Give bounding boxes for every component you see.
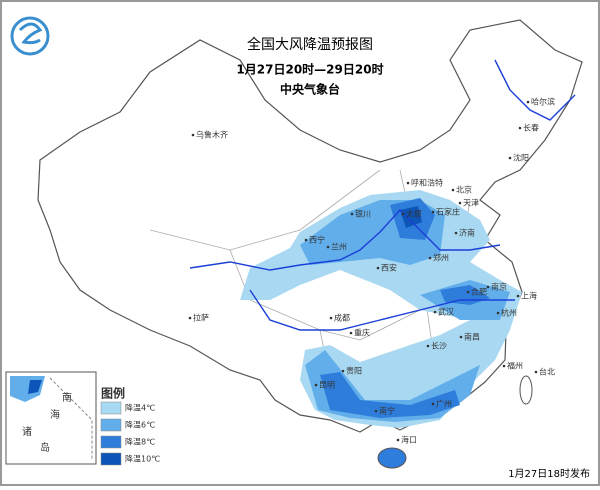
city-dot — [534, 370, 538, 374]
city-label: 武汉 — [438, 307, 454, 317]
city-label: 南昌 — [464, 332, 480, 342]
city-dot — [426, 344, 430, 348]
city-dot — [466, 290, 470, 294]
city-label: 乌鲁木齐 — [196, 130, 228, 140]
city-label: 成都 — [334, 313, 350, 323]
city-label: 北京 — [456, 185, 472, 195]
city-label: 重庆 — [354, 328, 370, 338]
city-label: 石家庄 — [436, 207, 460, 217]
city-label: 昆明 — [319, 381, 335, 390]
city-label: 合肥 — [471, 287, 487, 297]
city-label: 呼和浩特 — [411, 178, 443, 188]
city-label: 天津 — [463, 198, 479, 208]
legend-swatch — [100, 401, 122, 415]
inset-label: 岛 — [40, 441, 50, 454]
inset-label: 诸 — [22, 426, 32, 438]
legend-swatch — [100, 435, 122, 449]
city-dot — [502, 364, 506, 368]
city-dot — [304, 238, 308, 242]
city-dot — [526, 100, 530, 104]
city-dot — [451, 188, 455, 192]
city-dot — [329, 316, 333, 320]
city-dot — [406, 181, 410, 185]
legend-label: 降温4℃ — [125, 403, 155, 413]
city-label: 济南 — [459, 228, 475, 238]
city-dot — [431, 402, 435, 406]
city-label: 哈尔滨 — [531, 97, 555, 107]
city-dot — [431, 210, 435, 214]
city-dot — [518, 126, 522, 130]
rivers — [189, 59, 576, 331]
city-label: 太原 — [406, 209, 422, 219]
city-dot — [516, 294, 520, 298]
inset-label: 南 — [62, 391, 72, 404]
city-dot — [401, 212, 405, 216]
logo — [10, 16, 50, 56]
legend-label: 降温8℃ — [125, 437, 155, 447]
release-note: 1月27日18时发布 — [508, 467, 590, 480]
city-dot — [191, 133, 195, 137]
city-label: 长沙 — [431, 341, 447, 351]
city-dot — [459, 335, 463, 339]
city-dot — [486, 285, 490, 289]
city-dot — [314, 383, 318, 387]
city-dot — [341, 369, 345, 373]
city-dot — [188, 316, 192, 320]
city-label: 海口 — [401, 435, 417, 445]
inset — [5, 371, 97, 465]
legend-label: 降温10℃ — [125, 454, 160, 464]
city-label: 西安 — [381, 263, 397, 273]
period: 1月27日20时—29日20时 — [236, 62, 383, 77]
city-dot — [454, 231, 458, 235]
taiwan — [519, 375, 533, 405]
city-dot — [376, 266, 380, 270]
city-dot — [350, 212, 354, 216]
city-dot — [396, 438, 400, 442]
city-label: 沈阳 — [513, 153, 529, 163]
city-dot — [326, 245, 330, 249]
city-dot — [374, 409, 378, 413]
city-label: 南宁 — [379, 406, 395, 416]
city-label: 兰州 — [331, 242, 347, 252]
city-label: 福州 — [507, 362, 523, 371]
city-label: 南京 — [491, 282, 507, 292]
city-label: 西宁 — [309, 235, 325, 245]
city-dot — [458, 201, 462, 205]
city-label: 拉萨 — [193, 313, 209, 323]
legend-swatch — [100, 418, 122, 432]
city-dot — [508, 156, 512, 160]
city-dot — [428, 256, 432, 260]
city-label: 郑州 — [433, 253, 449, 263]
hainan — [377, 447, 407, 469]
inset-label: 海 — [50, 408, 60, 421]
city-dot — [349, 331, 353, 335]
city-label: 杭州 — [501, 308, 517, 318]
city-dot — [496, 311, 500, 315]
city-dot — [433, 310, 437, 314]
agency: 中央气象台 — [280, 82, 340, 97]
legend-swatch — [100, 452, 122, 466]
city-label: 长春 — [523, 123, 539, 133]
city-label: 台北 — [539, 367, 555, 377]
legend-title: 图例 — [101, 386, 125, 401]
title: 全国大风降温预报图 — [247, 36, 373, 53]
city-label: 上海 — [521, 291, 537, 301]
city-label: 广州 — [436, 399, 452, 409]
city-label: 贵阳 — [346, 366, 362, 376]
city-label: 银川 — [355, 209, 371, 219]
legend-label: 降温6℃ — [125, 420, 155, 430]
